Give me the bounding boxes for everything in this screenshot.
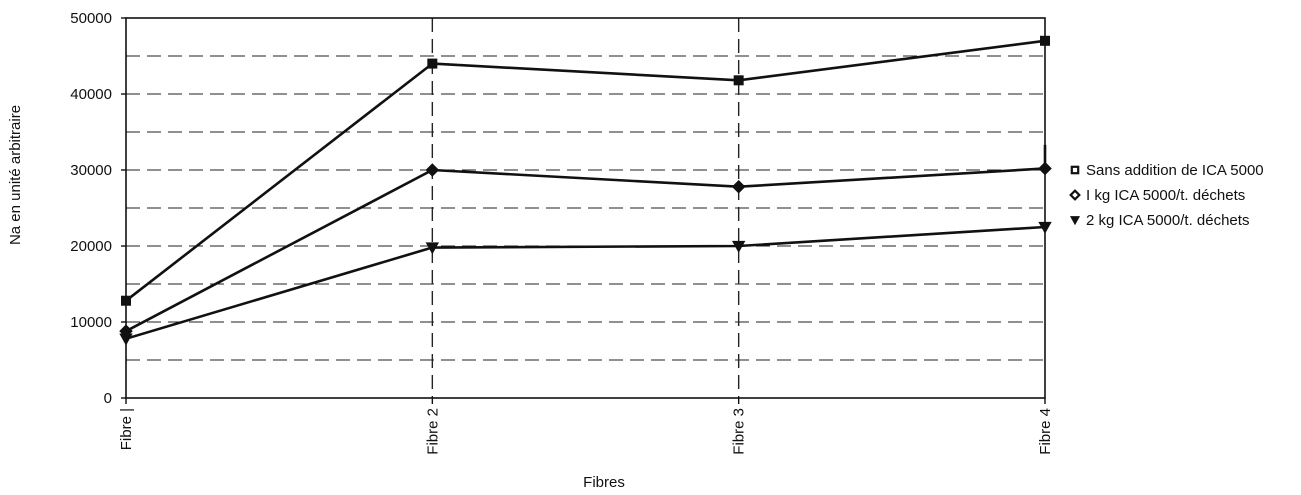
data-point-series-3 — [1038, 221, 1052, 234]
data-point-series-1 — [1040, 35, 1050, 46]
x-tick-label: Fibre 2 — [424, 408, 441, 455]
legend-marker-1 — [1070, 165, 1080, 175]
legend-label-1: Sans addition de ICA 5000 — [1086, 162, 1264, 179]
data-point-series-1 — [427, 58, 438, 69]
plot-frame — [125, 17, 1046, 399]
data-point-series-2 — [1038, 161, 1052, 176]
y-tick-label: 20000 — [70, 238, 112, 255]
x-tick-label: Fibre 4 — [1037, 408, 1054, 455]
y-tick-label: 50000 — [70, 10, 112, 27]
legend-label-2: I kg ICA 5000/t. déchets — [1086, 187, 1245, 204]
y-tick-label: 0 — [104, 390, 112, 407]
data-point-series-3 — [731, 240, 746, 253]
data-point-series-1 — [121, 295, 131, 306]
data-point-series-2 — [425, 163, 440, 177]
y-tick-label: 10000 — [70, 314, 112, 331]
data-point-series-3 — [119, 333, 133, 346]
x-axis-title: Fibres — [583, 474, 625, 490]
legend-marker-2 — [1069, 189, 1081, 201]
series-line-2 — [125, 144, 1047, 333]
legend-label-3: 2 kg ICA 5000/t. déchets — [1086, 212, 1249, 229]
y-tick-label: 40000 — [70, 86, 112, 103]
series-line-3 — [125, 225, 1046, 340]
y-axis-title: Na en unité arbitraire — [7, 105, 24, 245]
x-tick-label: Fibre 3 — [731, 408, 748, 455]
data-point-series-2 — [731, 179, 746, 194]
y-tick-label: 30000 — [70, 162, 112, 179]
data-point-series-3 — [425, 242, 440, 255]
x-tick-label: Fibre | — [118, 408, 135, 450]
data-point-series-1 — [733, 75, 744, 86]
legend-marker-3 — [1069, 216, 1081, 226]
series-line-1 — [125, 39, 1046, 302]
